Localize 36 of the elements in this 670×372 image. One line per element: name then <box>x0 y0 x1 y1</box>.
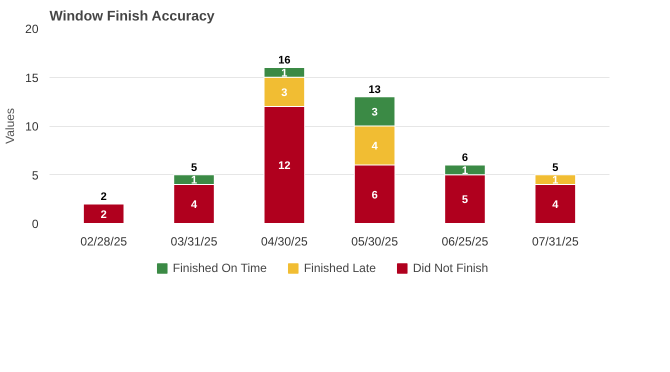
total-label: 5 <box>552 162 558 174</box>
y-axis-title: Values <box>3 108 18 144</box>
data-label: 3 <box>281 86 288 99</box>
total-label: 16 <box>278 54 290 66</box>
y-tick-label: 0 <box>32 217 39 231</box>
legend-label: Did Not Finish <box>412 261 488 275</box>
data-label: 1 <box>462 164 468 177</box>
x-tick-label: 03/31/25 <box>170 234 218 248</box>
total-label: 5 <box>190 162 198 174</box>
y-tick-label: 5 <box>32 168 39 182</box>
x-tick-label: 04/30/25 <box>260 234 308 248</box>
x-tick-label: 05/30/25 <box>351 234 398 248</box>
data-label: 2 <box>100 208 107 221</box>
y-tick-label: 10 <box>25 120 39 134</box>
x-tick-label: 02/28/25 <box>80 234 128 248</box>
data-label: 1 <box>281 67 288 80</box>
data-label: 6 <box>372 189 378 202</box>
chart-title: Window Finish Accuracy <box>50 8 215 24</box>
data-label: 4 <box>372 140 379 152</box>
data-label: 3 <box>372 106 378 118</box>
x-tick-label: 06/25/25 <box>442 234 489 248</box>
data-label: 1 <box>552 174 558 187</box>
y-tick-label: 15 <box>25 70 39 85</box>
total-label: 6 <box>462 152 468 164</box>
data-label: 4 <box>190 199 198 211</box>
legend-label: Finished Late <box>304 261 376 275</box>
data-label: 5 <box>462 194 468 206</box>
total-label: 13 <box>368 84 381 96</box>
legend-label: Finished On Time <box>172 261 267 275</box>
x-tick-label: 07/31/25 <box>532 234 579 248</box>
data-label: 4 <box>552 199 560 211</box>
data-label: 1 <box>190 174 198 187</box>
bar <box>82 204 125 224</box>
total-label: 2 <box>100 191 107 203</box>
y-tick-label: 20 <box>25 22 39 36</box>
data-label: 12 <box>278 160 290 172</box>
